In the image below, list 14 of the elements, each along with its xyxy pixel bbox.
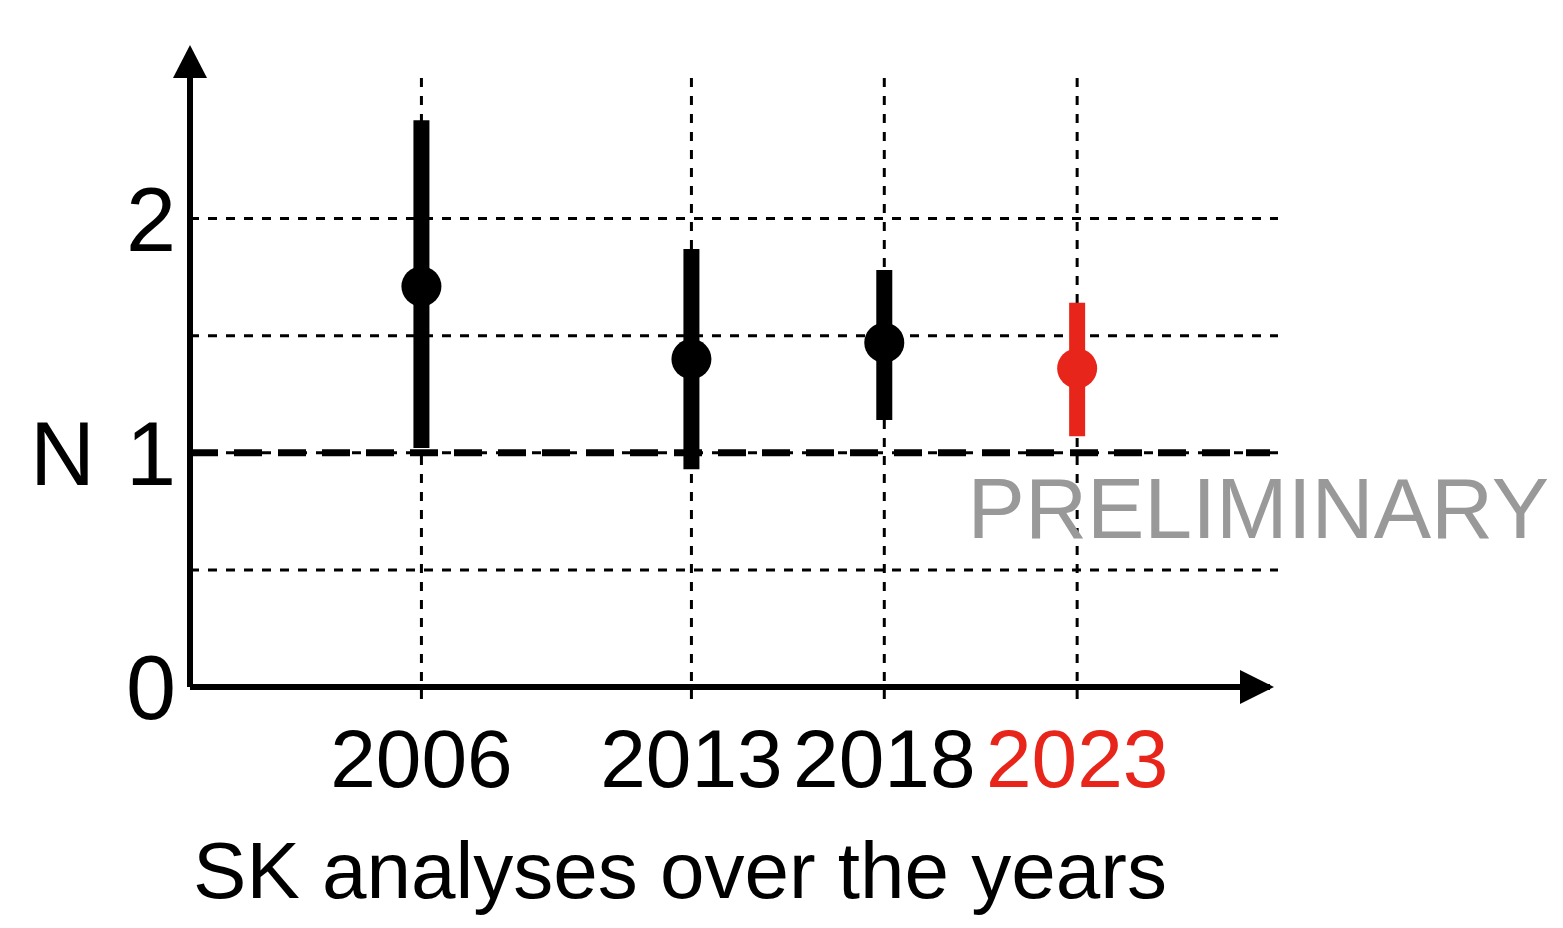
y-tick-label: 1 [125, 403, 176, 504]
point [671, 339, 712, 380]
y-axis-title: N [30, 403, 95, 504]
x-tick-label: 2023 [985, 713, 1169, 804]
x-tick-label: 2018 [793, 713, 976, 804]
y-tick-label: 0 [125, 638, 176, 738]
x-tick-label: 2006 [330, 713, 513, 804]
x-tick-label: 2013 [600, 713, 783, 804]
point [1057, 348, 1098, 389]
annotation: PRELIMINARY [967, 460, 1549, 556]
point [401, 266, 442, 307]
y-tick-label: 2 [125, 169, 176, 270]
point [864, 322, 905, 363]
x-axis-title: SK analyses over the years [193, 826, 1167, 915]
